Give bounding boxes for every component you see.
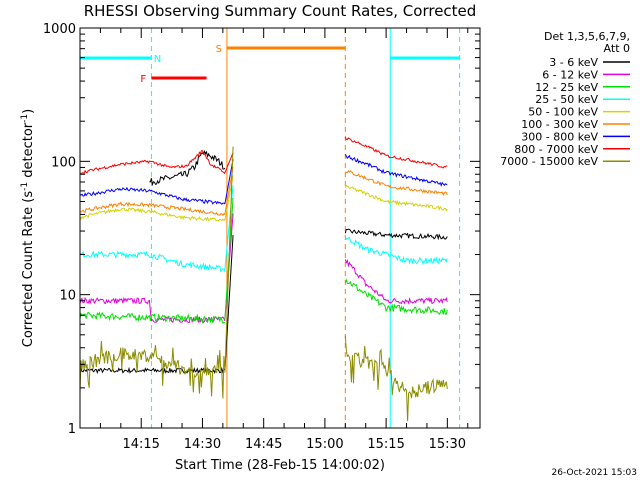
legend-header-1: Att 0 [604,42,630,55]
series-6-rise [224,159,234,204]
series-6-pre [79,186,226,205]
x-tick-label-1: 14:30 [184,437,221,452]
y-axis-label-mid: detector [21,122,36,182]
series-3-rise [224,185,234,270]
y-axis-label-end: ) [21,109,36,114]
series-4-post [344,184,448,212]
series-7-pre [79,150,226,175]
x-tick-label-2: 14:45 [245,437,282,452]
legend-header-0: Det 1,3,5,6,7,9, [544,30,630,43]
legend-label-1: 6 - 12 keV [542,68,598,81]
flag-label-S: S [216,44,222,55]
series-0-post [344,228,448,241]
legend-label-4: 50 - 100 keV [528,106,598,119]
legend-label-5: 100 - 300 keV [521,118,598,131]
series-6 [79,154,448,205]
series-7 [79,136,448,175]
y-tick-label-3: 1000 [43,22,76,37]
y-tick-label-1: 10 [59,289,76,304]
series-8-pre [79,340,226,399]
series-3-post [344,236,448,265]
series-0-burst [149,149,226,187]
legend-label-0: 3 - 6 keV [549,56,598,69]
series-8 [79,146,448,422]
x-tick-label-5: 15:30 [429,437,466,452]
legend-label-3: 25 - 50 keV [535,93,598,106]
y-tick-label-0: 1 [68,422,76,437]
series-2-post [344,278,448,316]
series-7-post [344,136,448,169]
legend-label-8: 7000 - 15000 keV [500,155,598,168]
legend-label-2: 12 - 25 keV [535,81,598,94]
series-8-post [344,335,448,422]
series-1-pre [79,296,226,324]
x-tick-label-4: 15:15 [367,437,404,452]
x-axis-label: Start Time (28-Feb-15 14:00:02) [175,458,385,473]
timestamp: 26-Oct-2021 15:03 [552,468,637,478]
chart-title: RHESSI Observing Summary Count Rates, Co… [84,2,477,20]
y-axis-label-main: Corrected Count Rate (s [21,191,36,348]
series-3 [80,185,448,273]
x-tick-label-3: 15:00 [306,437,343,452]
y-axis-label-sup1: -1 [20,182,30,191]
legend-label-6: 300 - 800 keV [521,130,598,143]
flag-label-N: N [154,54,161,65]
plot-frame [79,27,481,429]
legend-label-7: 800 - 7000 keV [514,143,598,156]
series-4-pre [79,207,226,222]
series-5-post [345,170,448,197]
series-8-rise [224,146,234,373]
series-3-pre [80,250,226,273]
series-5-pre [79,201,226,217]
y-axis-label: Corrected Count Rate (s-1 detector-1) [20,109,36,347]
y-axis-label-sup2: -1 [20,114,30,123]
y-tick-label-2: 100 [51,155,76,170]
series-1-post [344,258,448,305]
series-7-rise [224,152,234,174]
series-6-post [344,154,448,187]
x-tick-label-0: 14:15 [122,437,159,452]
flag-label-F: F [140,74,146,85]
series-2-pre [79,311,225,325]
